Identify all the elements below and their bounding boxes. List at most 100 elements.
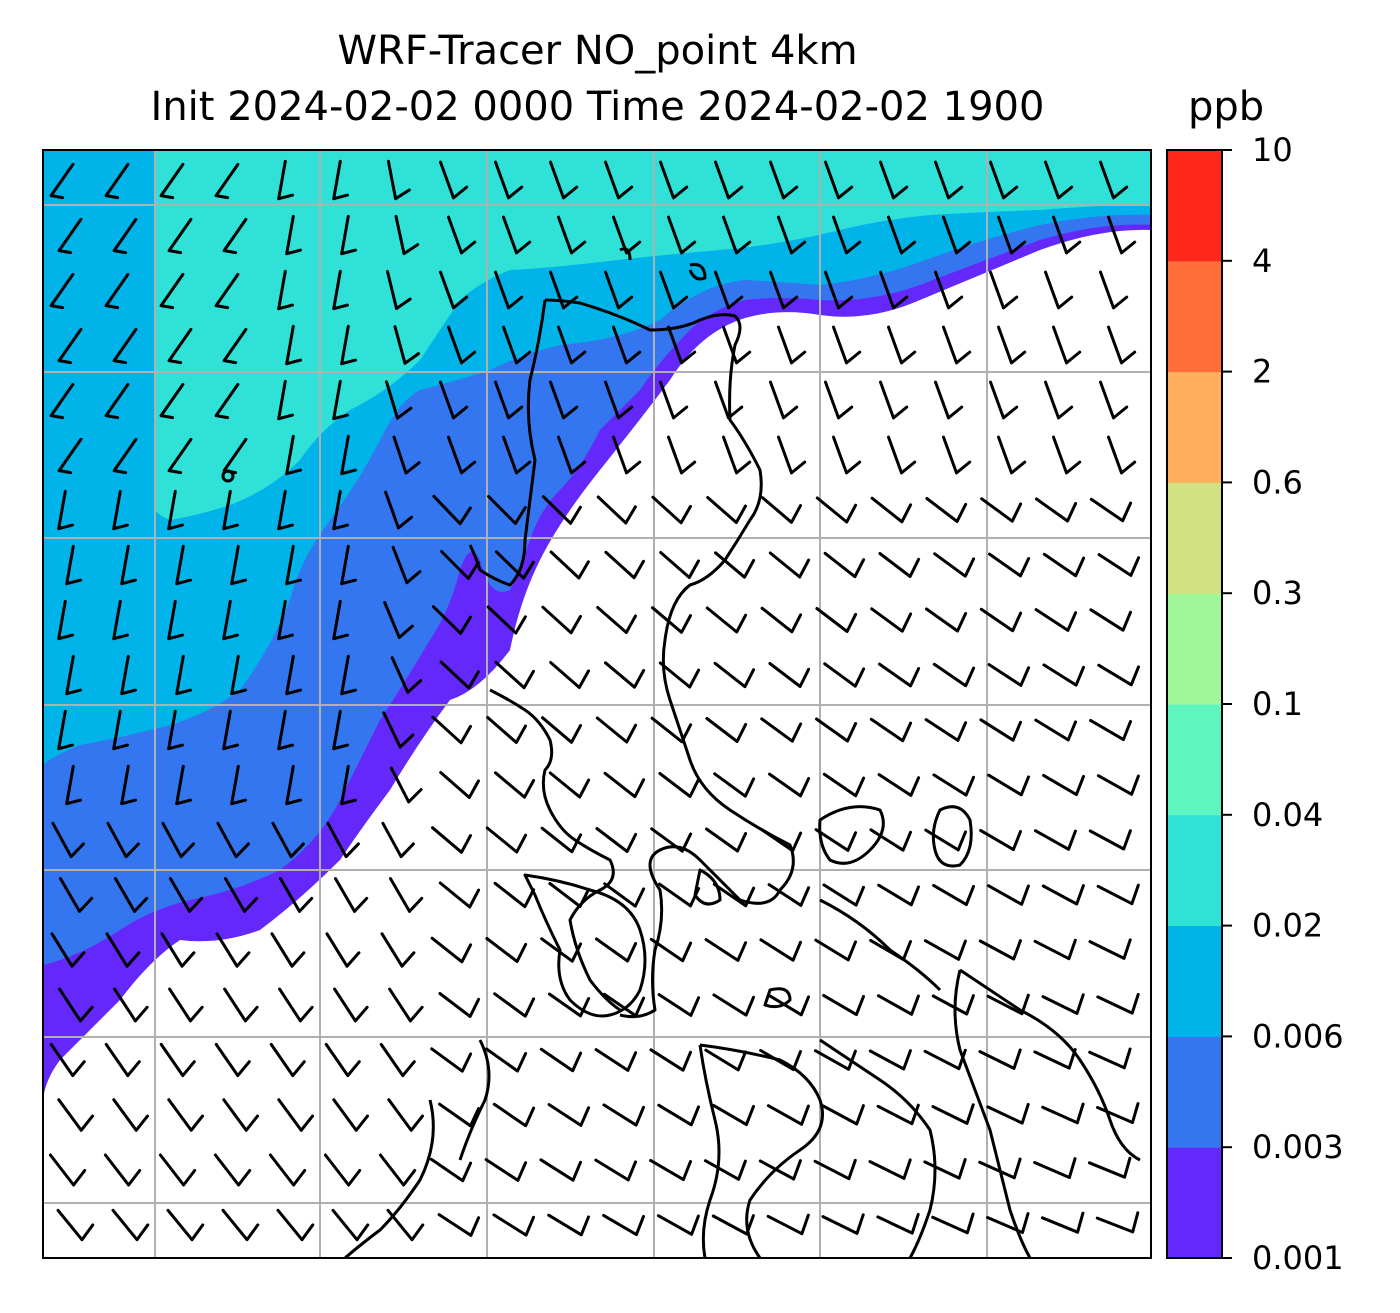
wind-barb bbox=[815, 496, 858, 524]
wind-barb bbox=[222, 437, 248, 475]
wind-barb bbox=[277, 599, 294, 641]
wind-barb bbox=[277, 489, 294, 531]
wind-barb bbox=[106, 821, 140, 859]
wind-barb bbox=[332, 489, 349, 531]
wind-barb bbox=[932, 883, 975, 907]
wind-barb bbox=[604, 380, 634, 420]
wind-barb bbox=[485, 826, 528, 854]
gridlines bbox=[43, 150, 1151, 1258]
wind-barb bbox=[547, 1213, 590, 1237]
wind-barb bbox=[814, 938, 857, 962]
wind-barb bbox=[767, 993, 810, 1017]
wind-barb bbox=[1042, 773, 1085, 797]
wind-barb bbox=[447, 325, 477, 365]
wind-barb bbox=[324, 1042, 361, 1078]
wind-barb bbox=[213, 1153, 252, 1187]
wind-barb bbox=[650, 827, 693, 853]
wind-barb bbox=[541, 495, 582, 525]
wind-barb bbox=[712, 993, 755, 1017]
wind-barb bbox=[484, 1158, 528, 1182]
wind-barb bbox=[656, 1214, 700, 1236]
colorbar-segment-1 bbox=[1167, 1036, 1222, 1148]
wind-barb bbox=[1107, 215, 1137, 255]
wind-barb bbox=[1041, 993, 1085, 1015]
wind-barb bbox=[923, 939, 967, 961]
wind-barb bbox=[659, 270, 689, 310]
wind-barb bbox=[925, 497, 968, 523]
wind-barb bbox=[596, 495, 637, 525]
wind-barb bbox=[1097, 663, 1140, 687]
wind-barb bbox=[103, 1153, 142, 1187]
wind-barb bbox=[222, 1098, 259, 1132]
wind-barb bbox=[104, 272, 130, 310]
title-line-2: Init 2024-02-02 0000 Time 2024-02-02 190… bbox=[150, 84, 1045, 130]
colorbar-tick-label-2: 0.006 bbox=[1252, 1017, 1344, 1055]
wind-barb bbox=[705, 717, 748, 743]
wind-barb bbox=[758, 1159, 802, 1181]
wind-barb bbox=[223, 987, 259, 1023]
wind-barb bbox=[657, 993, 701, 1017]
wind-barb bbox=[160, 932, 196, 968]
wind-barb bbox=[269, 1042, 306, 1078]
wind-barb bbox=[978, 1157, 1022, 1180]
wind-barb bbox=[540, 826, 583, 854]
wind-barb bbox=[549, 550, 590, 580]
wind-barb bbox=[439, 160, 469, 200]
wind-barb bbox=[494, 550, 535, 580]
wind-barb bbox=[1096, 774, 1140, 796]
wind-barb bbox=[113, 987, 149, 1023]
wind-barb bbox=[1041, 884, 1085, 906]
wind-barb bbox=[57, 489, 74, 531]
wind-barb bbox=[649, 1048, 692, 1072]
wind-barb bbox=[439, 380, 469, 420]
colorbar-segment-4 bbox=[1167, 704, 1222, 816]
wind-barb bbox=[942, 435, 972, 475]
wind-barb bbox=[48, 1153, 87, 1187]
wind-barb bbox=[539, 1047, 583, 1073]
wind-barb bbox=[931, 1103, 975, 1125]
wind-barb bbox=[986, 1102, 1030, 1125]
wind-barb bbox=[651, 495, 692, 525]
wind-barb bbox=[547, 1103, 591, 1127]
wind-barb bbox=[714, 270, 744, 310]
wind-barb bbox=[978, 939, 1022, 961]
wind-barb bbox=[494, 160, 524, 200]
wind-barb bbox=[704, 1048, 747, 1072]
wind-barb bbox=[56, 1208, 95, 1242]
wind-barb bbox=[658, 661, 701, 689]
wind-barb bbox=[159, 1042, 196, 1078]
wind-barb bbox=[1099, 160, 1129, 200]
wind-barb bbox=[714, 160, 744, 200]
wind-barb bbox=[1052, 215, 1082, 255]
colorbar-tick-label-7: 0.6 bbox=[1252, 463, 1303, 501]
wind-barb bbox=[777, 215, 807, 255]
wind-barb bbox=[821, 1213, 865, 1235]
wind-barb bbox=[1044, 270, 1074, 310]
wind-barb bbox=[923, 1048, 967, 1071]
wind-barb bbox=[167, 437, 193, 475]
wind-barb bbox=[612, 325, 642, 365]
wind-barb bbox=[438, 881, 481, 909]
wind-barb bbox=[604, 270, 634, 310]
wind-barb bbox=[439, 270, 469, 310]
wind-barb bbox=[120, 654, 137, 696]
wind-barb bbox=[612, 215, 642, 255]
wind-barb bbox=[822, 993, 865, 1017]
wind-barb bbox=[230, 544, 247, 586]
wind-barb bbox=[869, 938, 912, 962]
colorbar-segment-3 bbox=[1167, 814, 1222, 927]
wind-barb bbox=[277, 709, 294, 751]
wind-barb bbox=[714, 380, 744, 420]
wind-barb bbox=[277, 379, 294, 421]
wind-barb bbox=[494, 380, 524, 420]
wind-barb bbox=[933, 552, 976, 578]
wind-barb bbox=[557, 435, 587, 475]
wind-barb bbox=[768, 662, 811, 688]
wind-barb bbox=[285, 214, 302, 256]
wind-barb bbox=[430, 1047, 473, 1073]
wind-barb bbox=[382, 711, 415, 749]
wind-barb bbox=[659, 551, 700, 579]
wind-barb bbox=[493, 992, 536, 1018]
wind-barb bbox=[822, 883, 865, 907]
wind-barb bbox=[989, 160, 1019, 200]
